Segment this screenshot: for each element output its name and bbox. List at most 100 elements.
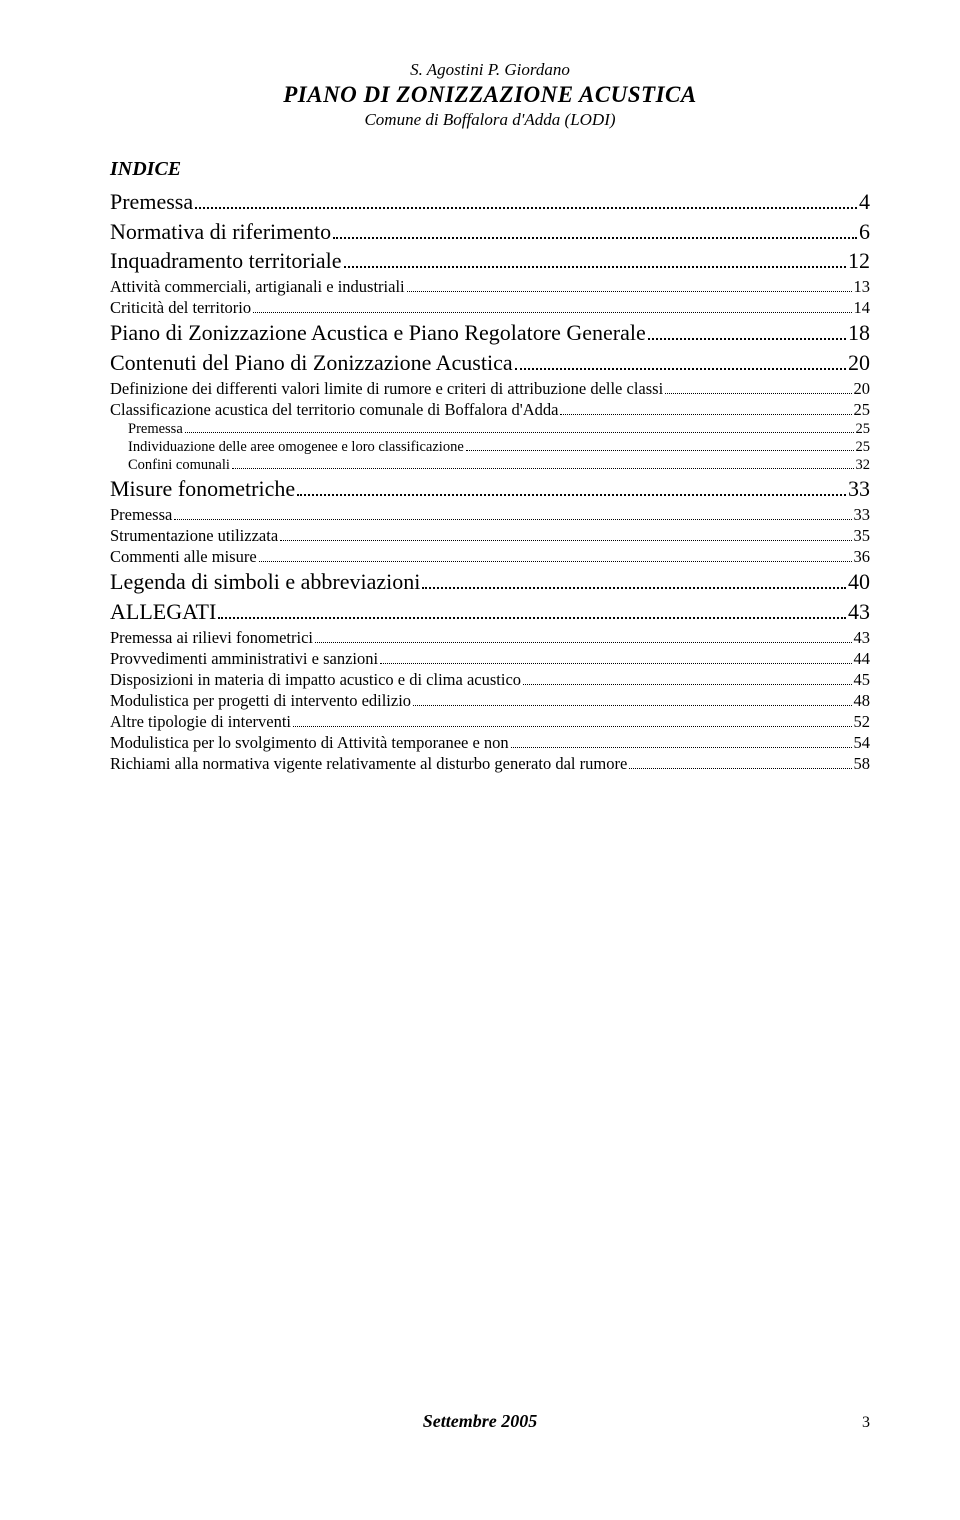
toc-entry-page: 58: [854, 753, 871, 774]
dot-leader: [380, 653, 851, 664]
toc-entry: Contenuti del Piano di Zonizzazione Acus…: [110, 348, 870, 378]
toc-entry: Richiami alla normativa vigente relativa…: [110, 753, 870, 774]
toc-entry: Normativa di riferimento 6: [110, 217, 870, 247]
toc-entry-page: 25: [856, 438, 871, 456]
dot-leader: [648, 325, 846, 340]
toc-entry-label: Premessa: [110, 187, 193, 217]
toc-entry: ALLEGATI 43: [110, 597, 870, 627]
toc-entry-label: ALLEGATI: [110, 597, 216, 627]
dot-leader: [413, 695, 851, 706]
toc-entry-page: 52: [854, 711, 871, 732]
toc-entry-page: 45: [854, 669, 871, 690]
dot-leader: [560, 404, 851, 415]
toc-entry: Misure fonometriche 33: [110, 474, 870, 504]
toc-heading: INDICE: [110, 158, 870, 181]
dot-leader: [665, 383, 851, 394]
toc-entry-page: 43: [848, 597, 870, 627]
toc-entry-label: Richiami alla normativa vigente relativa…: [110, 753, 627, 774]
toc-entry-label: Attività commerciali, artigianali e indu…: [110, 276, 405, 297]
toc-entry-page: 25: [856, 420, 871, 438]
toc-entry-label: Individuazione delle aree omogenee e lor…: [128, 438, 464, 456]
toc-entry: Individuazione delle aree omogenee e lor…: [128, 438, 870, 456]
toc-entry: Modulistica per lo svolgimento di Attivi…: [110, 732, 870, 753]
toc-entry: Piano di Zonizzazione Acustica e Piano R…: [110, 318, 870, 348]
toc-entry: Premessa 25: [128, 420, 870, 438]
dot-leader: [259, 551, 852, 562]
toc-entry-page: 18: [848, 318, 870, 348]
dot-leader: [333, 224, 857, 239]
toc-entry-label: Premessa ai rilievi fonometrici: [110, 627, 313, 648]
toc-entry: Premessa 33: [110, 504, 870, 525]
toc-entry-label: Contenuti del Piano di Zonizzazione Acus…: [110, 348, 513, 378]
toc-entry: Strumentazione utilizzata 35: [110, 525, 870, 546]
dot-leader: [232, 459, 854, 469]
dot-leader: [174, 509, 851, 520]
header-title: PIANO DI ZONIZZAZIONE ACUSTICA: [110, 82, 870, 108]
toc-entry-page: 43: [854, 627, 871, 648]
toc-entry-page: 20: [848, 348, 870, 378]
toc-entry: Provvedimenti amministrativi e sanzioni4…: [110, 648, 870, 669]
toc-entry-label: Legenda di simboli e abbreviazioni: [110, 567, 420, 597]
toc-entry-label: Misure fonometriche: [110, 474, 295, 504]
toc-entry-label: Inquadramento territoriale: [110, 246, 342, 276]
toc-entry-page: 36: [854, 546, 871, 567]
dot-leader: [629, 758, 851, 769]
dot-leader: [195, 194, 857, 209]
toc-entry: Disposizioni in materia di impatto acust…: [110, 669, 870, 690]
toc-entry-page: 13: [854, 276, 871, 297]
toc-entry: Premessa ai rilievi fonometrici 43: [110, 627, 870, 648]
toc-entry-page: 33: [848, 474, 870, 504]
toc-entry: Premessa 4: [110, 187, 870, 217]
toc-entry: Altre tipologie di interventi 52: [110, 711, 870, 732]
dot-leader: [515, 355, 846, 370]
toc-entry-label: Criticità del territorio: [110, 297, 251, 318]
toc-entry-label: Commenti alle misure: [110, 546, 257, 567]
toc-entry-page: 48: [854, 690, 871, 711]
dot-leader: [344, 253, 846, 268]
dot-leader: [511, 737, 852, 748]
dot-leader: [293, 716, 851, 727]
toc-entry: Modulistica per progetti di intervento e…: [110, 690, 870, 711]
toc-entry-label: Provvedimenti amministrativi e sanzioni: [110, 648, 378, 669]
toc-entry: Confini comunali32: [128, 456, 870, 474]
dot-leader: [407, 281, 852, 292]
toc-entry-label: Classificazione acustica del territorio …: [110, 399, 558, 420]
toc-entry: Criticità del territorio 14: [110, 297, 870, 318]
table-of-contents: Premessa4Normativa di riferimento6Inquad…: [110, 187, 870, 774]
toc-entry: Legenda di simboli e abbreviazioni 40: [110, 567, 870, 597]
toc-entry: Inquadramento territoriale 12: [110, 246, 870, 276]
toc-entry-page: 40: [848, 567, 870, 597]
toc-entry-page: 6: [859, 217, 870, 247]
dot-leader: [466, 441, 854, 451]
toc-entry: Definizione dei differenti valori limite…: [110, 378, 870, 399]
toc-entry-label: Premessa: [128, 420, 183, 438]
toc-entry-page: 12: [848, 246, 870, 276]
document-header: S. Agostini P. Giordano PIANO DI ZONIZZA…: [110, 60, 870, 130]
toc-entry-page: 4: [859, 187, 870, 217]
dot-leader: [523, 674, 851, 685]
dot-leader: [315, 632, 852, 643]
dot-leader: [297, 481, 846, 496]
document-footer: Settembre 2005 3: [0, 1411, 960, 1432]
toc-entry-label: Piano di Zonizzazione Acustica e Piano R…: [110, 318, 646, 348]
toc-entry: Commenti alle misure 36: [110, 546, 870, 567]
toc-entry-label: Altre tipologie di interventi: [110, 711, 291, 732]
toc-entry-label: Disposizioni in materia di impatto acust…: [110, 669, 521, 690]
dot-leader: [218, 604, 846, 619]
header-subtitle: Comune di Boffalora d'Adda (LODI): [110, 110, 870, 130]
toc-entry-label: Strumentazione utilizzata: [110, 525, 278, 546]
toc-entry-page: 25: [854, 399, 871, 420]
dot-leader: [422, 574, 846, 589]
toc-entry-page: 14: [854, 297, 871, 318]
toc-entry-label: Premessa: [110, 504, 172, 525]
toc-entry-page: 35: [854, 525, 871, 546]
dot-leader: [185, 423, 854, 433]
toc-entry-page: 33: [854, 504, 871, 525]
toc-entry-label: Normativa di riferimento: [110, 217, 331, 247]
footer-page-number: 3: [862, 1414, 870, 1432]
toc-entry: Classificazione acustica del territorio …: [110, 399, 870, 420]
dot-leader: [280, 530, 851, 541]
toc-entry-label: Definizione dei differenti valori limite…: [110, 378, 663, 399]
toc-entry-label: Modulistica per lo svolgimento di Attivi…: [110, 732, 509, 753]
toc-entry-page: 32: [856, 456, 871, 474]
